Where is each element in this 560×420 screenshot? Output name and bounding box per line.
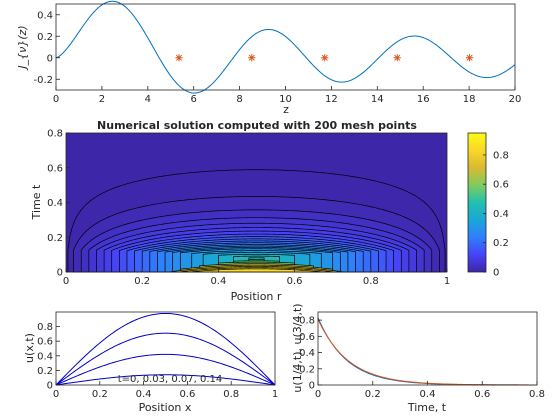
history-axes-frame	[317, 311, 538, 386]
contour-y-tick-label: 0.6	[47, 163, 63, 174]
profiles-y-tick-label: 0.6	[37, 337, 53, 348]
colorbar-tick-label: 0.4	[493, 209, 509, 220]
profiles-x-label: Position x	[139, 401, 192, 414]
contour-x-ticks: 0 0.2 0.4 0.6 0.8 1	[63, 268, 450, 287]
bessel-x-ticks: 0 2 4 6 8 10 12 14 16 18 20	[53, 86, 522, 105]
history-x-tick-label: 0.6	[474, 389, 490, 400]
history-y-tick-label: 0.4	[299, 348, 315, 359]
bessel-y-tick-label: 0.4	[37, 10, 53, 21]
bessel-x-tick-label: 10	[279, 94, 292, 105]
bessel-y-tick-label: 0.2	[37, 32, 53, 43]
bessel-x-tick-label: 16	[417, 94, 430, 105]
contour-title: Numerical solution computed with 200 mes…	[97, 119, 417, 132]
bessel-curve	[55, 0, 516, 94]
history-curve	[317, 317, 538, 386]
contour-x-tick-label: 0	[63, 276, 69, 287]
colorbar-tick-label: 0.8	[493, 150, 509, 161]
profile-curve	[55, 353, 276, 386]
bessel-axes-frame	[55, 3, 516, 91]
history-y-tick-label: 0	[309, 381, 315, 392]
contour-plot-area	[66, 133, 447, 273]
contour-x-label: Position r	[231, 290, 282, 303]
profiles-annotation: t=0, 0.03, 0.07, 0.14	[118, 374, 223, 385]
bessel-x-tick-label: 2	[99, 94, 105, 105]
profiles-x-tick-label: 0.2	[92, 389, 108, 400]
history-y-tick-label: 0.6	[299, 332, 315, 343]
contour-x-tick-label: 0.8	[363, 276, 379, 287]
history-panel: 0 0.2 0.4 0.6 0.8 0 0.2 0.4 0.6 0.8 Time, t u(1/…	[291, 303, 545, 414]
bessel-zero-marker	[175, 54, 183, 62]
profiles-plot-area	[55, 312, 276, 386]
colorbar-tick-label: 0	[493, 268, 499, 279]
bessel-x-tick-label: 12	[325, 94, 338, 105]
bessel-x-label: z	[283, 103, 289, 116]
contour-x-tick-label: 0.6	[287, 276, 303, 287]
bessel-y-tick-label: -0.2	[33, 75, 53, 86]
bessel-zero-marker	[248, 54, 256, 62]
profile-curve	[55, 332, 276, 386]
history-y-tick-label: 0.8	[299, 316, 315, 327]
profiles-x-tick-label: 0.6	[179, 389, 195, 400]
bessel-x-tick-label: 18	[463, 94, 476, 105]
history-curve	[317, 319, 537, 386]
contour-x-tick-label: 1	[444, 276, 450, 287]
history-x-ticks: 0 0.2 0.4 0.6 0.8	[315, 381, 545, 400]
contour-y-ticks: 0 0.2 0.4 0.6 0.8	[47, 129, 70, 279]
contour-panel: Numerical solution computed with 200 mes…	[30, 119, 509, 303]
bessel-zero-marker	[393, 54, 401, 62]
profiles-x-tick-label: 0.4	[136, 389, 152, 400]
bessel-plot-area	[55, 0, 516, 94]
profiles-y-tick-label: 0.8	[37, 322, 53, 333]
bessel-y-tick-label: 0	[47, 53, 53, 64]
profiles-x-ticks: 0 0.2 0.4 0.6 0.8 1	[53, 381, 278, 400]
history-x-tick-label: 0	[315, 389, 321, 400]
history-x-label: Time, t	[407, 401, 447, 414]
bessel-x-tick-label: 0	[53, 94, 59, 105]
bessel-x-tick-label: 14	[371, 94, 384, 105]
profiles-y-ticks: 0 0.2 0.4 0.6 0.8	[37, 322, 60, 392]
bessel-zero-marker	[321, 54, 329, 62]
profile-curve	[55, 312, 276, 386]
colorbar-gradient	[468, 133, 486, 272]
history-x-tick-label: 0.8	[529, 389, 545, 400]
bessel-x-tick-label: 4	[145, 94, 151, 105]
profiles-x-tick-label: 0.8	[223, 389, 239, 400]
history-x-tick-label: 0.4	[420, 389, 436, 400]
contour-y-tick-label: 0.2	[47, 233, 63, 244]
history-x-tick-label: 0.2	[365, 389, 381, 400]
history-y-tick-label: 0.2	[299, 364, 315, 375]
colorbar-tick-label: 0.2	[493, 238, 509, 249]
history-plot-area	[317, 317, 538, 386]
contour-y-tick-label: 0.8	[47, 129, 63, 140]
bessel-panel: 0 2 4 6 8 10 12 14 16 18 20 -0.200.20.4 z J_{ν}(z)	[16, 0, 522, 116]
contour-y-tick-label: 0.4	[47, 198, 63, 209]
profile-curve	[55, 374, 276, 386]
bessel-y-ticks: -0.2 0 0.2 0.4	[33, 10, 60, 86]
history-y-ticks: 0 0.2 0.4 0.6 0.8	[299, 316, 322, 392]
profiles-y-tick-label: 0.4	[37, 351, 53, 362]
profiles-y-tick-label: 0	[47, 381, 53, 392]
bessel-zero-marker	[465, 54, 474, 62]
contour-y-tick-label: 0	[57, 268, 63, 279]
colorbar: 0 0.2 0.4 0.6 0.8	[467, 132, 509, 279]
history-y-label: u(1/4,t), u(3/4,t)	[291, 303, 304, 392]
contour-x-tick-label: 0.2	[134, 276, 150, 287]
profiles-panel: 0 0.2 0.4 0.6 0.8 1 0 0.2 0.4 0.6 0.8 t=0, 0.03, …	[23, 311, 278, 414]
contour-x-tick-label: 0.4	[210, 276, 226, 287]
contour-y-label: Time t	[30, 184, 43, 220]
bessel-x-tick-label: 20	[509, 94, 522, 105]
profiles-x-tick-label: 0	[53, 389, 59, 400]
profiles-y-label: u(x,t)	[23, 333, 36, 363]
bessel-y-label: J_{ν}(z)	[16, 25, 29, 70]
profiles-y-tick-label: 0.2	[37, 366, 53, 377]
profiles-x-tick-label: 1	[272, 389, 278, 400]
bessel-x-tick-label: 8	[236, 94, 242, 105]
colorbar-tick-label: 0.6	[493, 180, 509, 191]
bessel-x-tick-label: 6	[191, 94, 197, 105]
colorbar-frame	[467, 132, 487, 273]
profiles-axes-frame	[55, 311, 276, 386]
